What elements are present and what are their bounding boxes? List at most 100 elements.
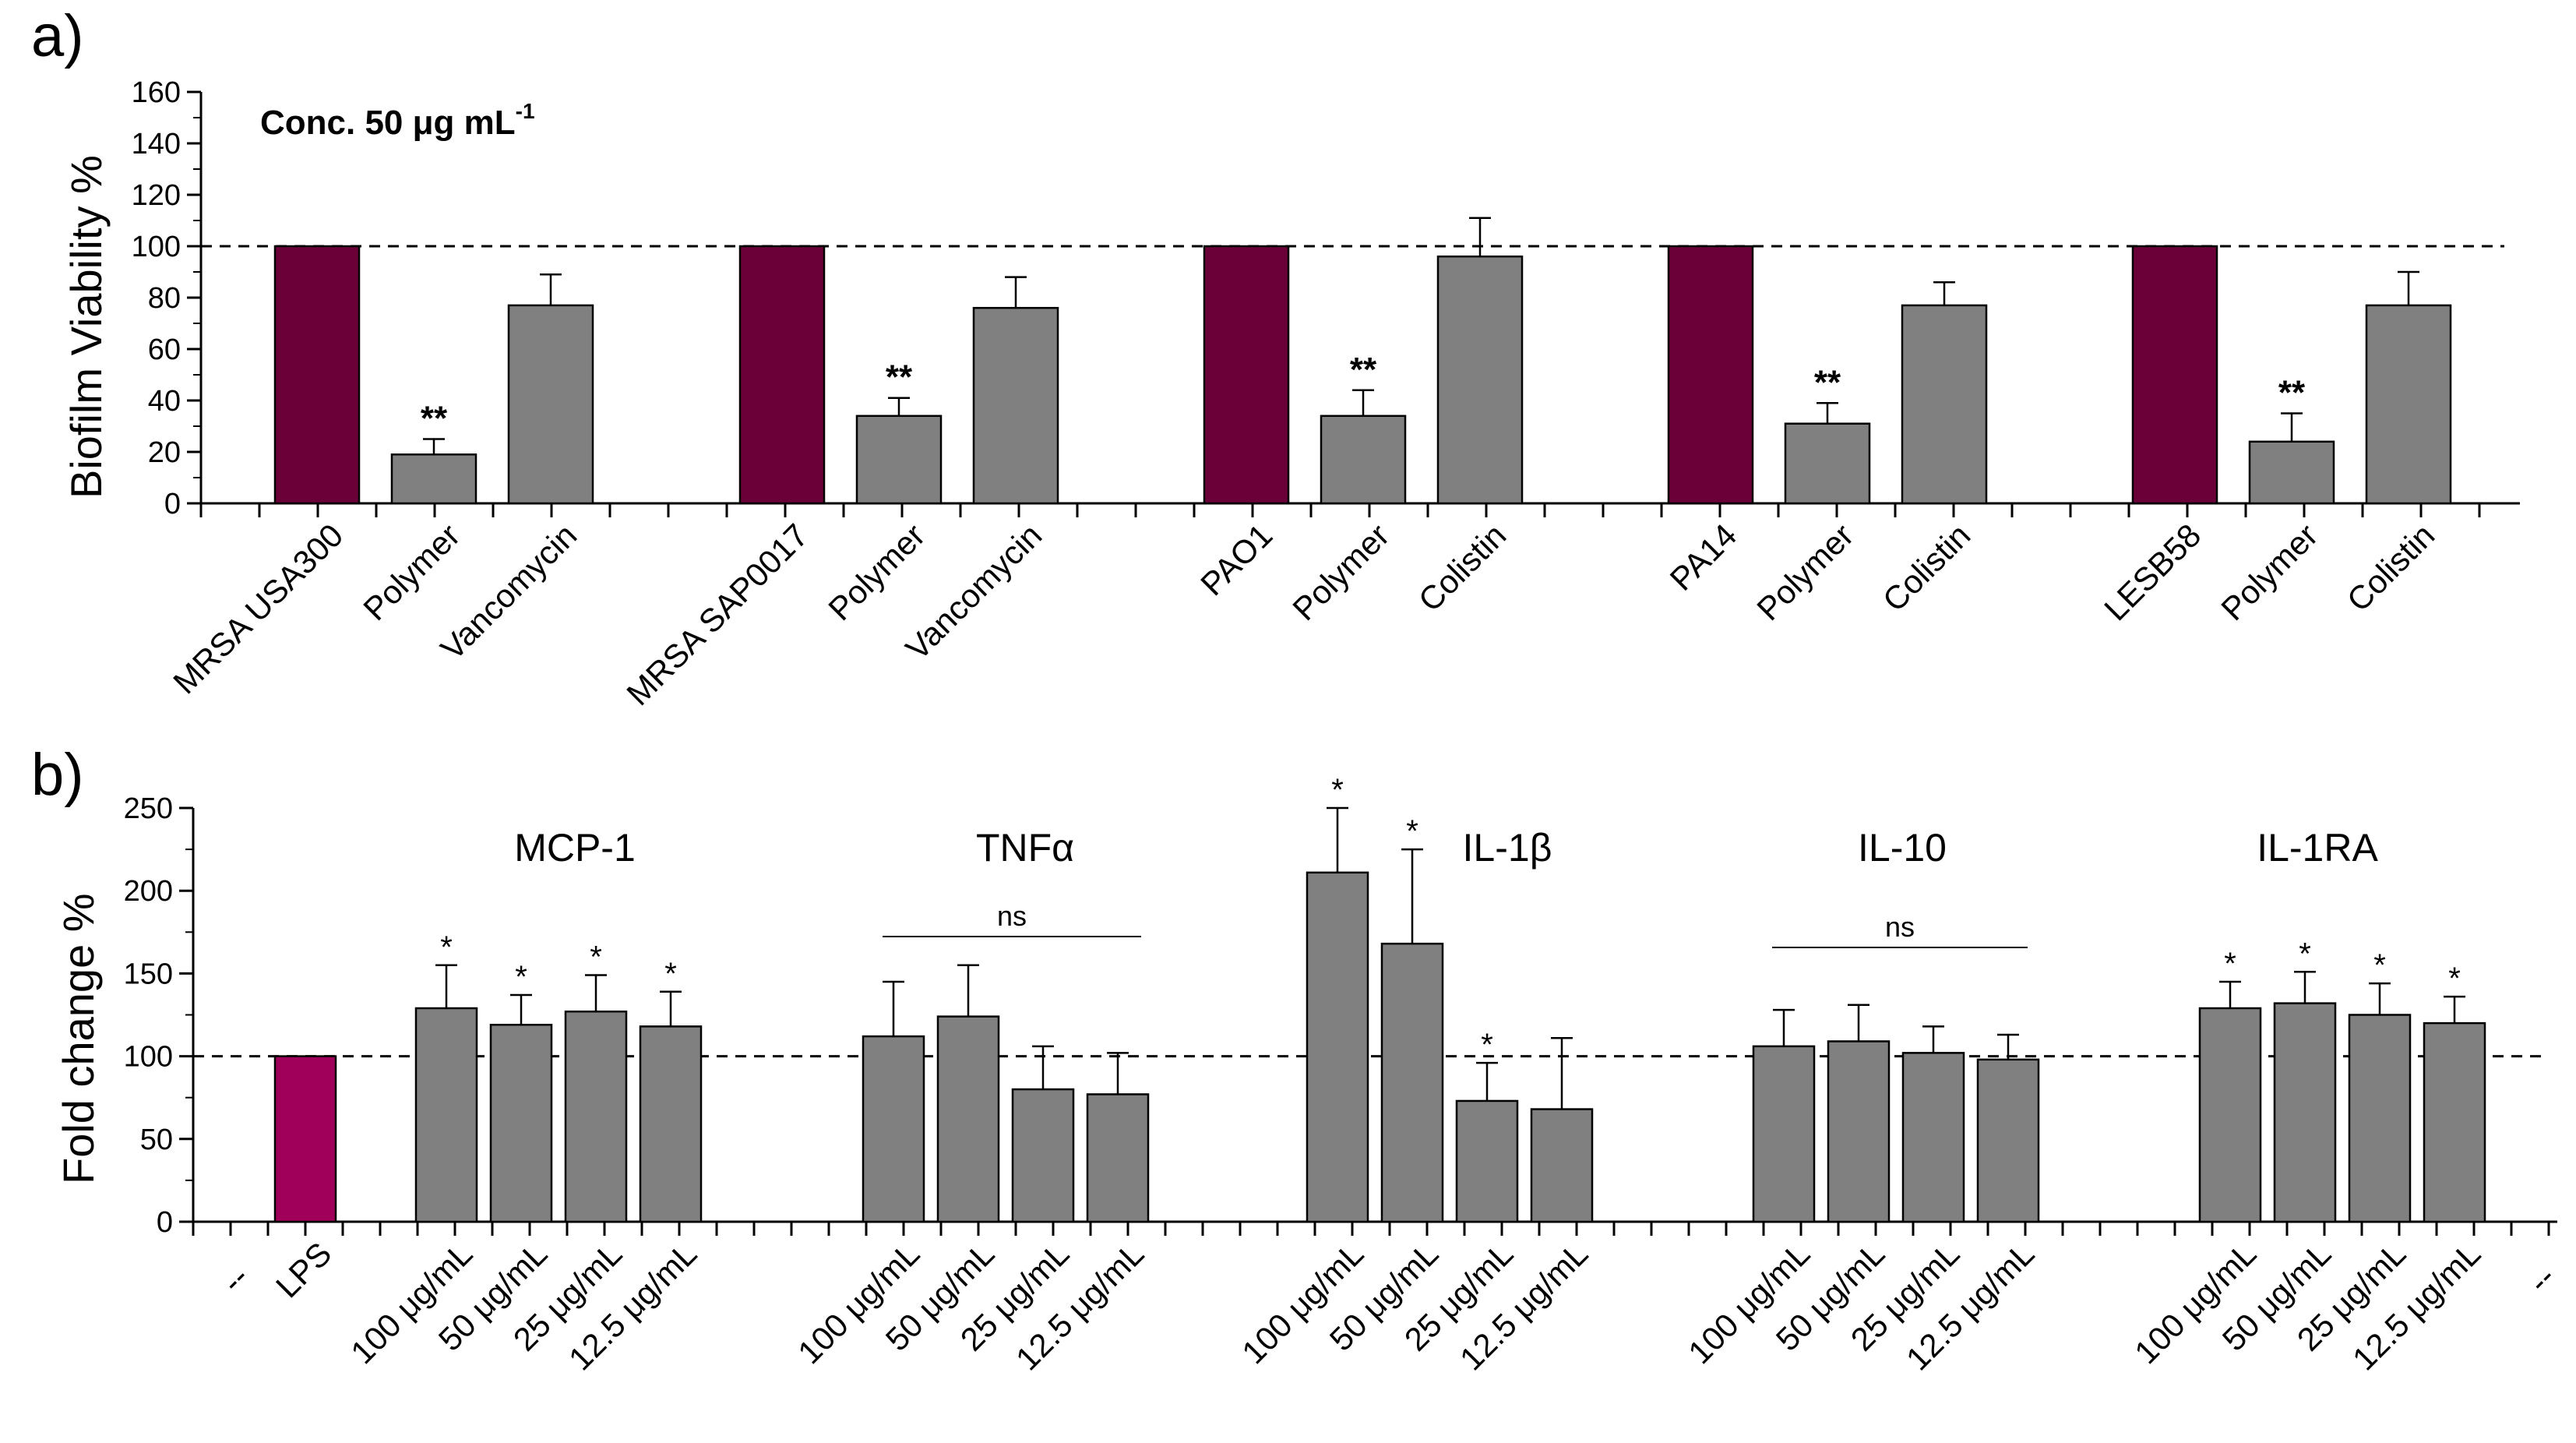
ns-label-tnfa: ns bbox=[997, 900, 1027, 932]
y-tick-label: 0 bbox=[164, 488, 181, 520]
significance-marker: ** bbox=[1350, 351, 1377, 389]
group-title-il10: IL-10 bbox=[1858, 826, 1947, 870]
bar bbox=[1380, 942, 1444, 1223]
bar bbox=[1827, 1040, 1891, 1223]
significance-marker: ** bbox=[2278, 374, 2306, 412]
x-category-label: LPS bbox=[269, 1235, 338, 1304]
x-edge-label-right: -- bbox=[2521, 1258, 2562, 1300]
bar bbox=[738, 245, 826, 505]
panel-a-concentration-annotation: Conc. 50 μg mL-1 bbox=[260, 99, 535, 142]
significance-marker: ** bbox=[1814, 363, 1841, 401]
bar bbox=[2273, 1002, 2337, 1223]
bar bbox=[2248, 440, 2335, 505]
bar bbox=[507, 304, 594, 505]
significance-marker: ** bbox=[421, 400, 448, 438]
bar bbox=[855, 415, 943, 505]
bar bbox=[2198, 1007, 2262, 1223]
bar bbox=[1667, 245, 1754, 505]
significance-marker: * bbox=[2373, 948, 2386, 983]
y-tick-label: 140 bbox=[132, 128, 181, 161]
bar bbox=[1752, 1045, 1816, 1223]
x-category-label: Polymer bbox=[1750, 517, 1860, 627]
bar bbox=[2423, 1021, 2486, 1223]
significance-marker: * bbox=[2299, 937, 2311, 971]
x-category-label: Colistin bbox=[1876, 517, 1978, 619]
y-tick-label: 60 bbox=[148, 333, 181, 366]
x-category-label: PA14 bbox=[1663, 517, 1744, 598]
x-category-label: Colistin bbox=[2340, 517, 2442, 619]
group-title-mcp1: MCP-1 bbox=[514, 826, 636, 870]
bar bbox=[2131, 245, 2218, 505]
bar bbox=[1320, 415, 1407, 505]
group-title-il1b: IL-1β bbox=[1463, 826, 1552, 870]
bar bbox=[414, 1007, 478, 1223]
bar bbox=[1901, 304, 1988, 505]
x-category-label: Polymer bbox=[821, 517, 932, 627]
y-tick-label: 20 bbox=[148, 436, 181, 469]
bar bbox=[936, 1015, 1000, 1223]
bar bbox=[390, 453, 477, 505]
bar bbox=[972, 306, 1059, 505]
bar bbox=[2365, 304, 2452, 505]
y-tick-label: 100 bbox=[132, 231, 181, 263]
x-category-label: MRSA USA300 bbox=[166, 517, 350, 700]
bar bbox=[639, 1025, 703, 1223]
y-tick-label: 40 bbox=[148, 385, 181, 418]
y-tick-label: 200 bbox=[124, 875, 173, 908]
y-tick-label: 120 bbox=[132, 179, 181, 212]
bar bbox=[1306, 871, 1369, 1223]
bar bbox=[273, 1055, 337, 1223]
significance-marker: * bbox=[1406, 814, 1418, 849]
x-category-label: MRSA SAP0017 bbox=[619, 517, 815, 712]
concentration-text: Conc. 50 μg mL bbox=[260, 104, 516, 142]
x-category-label: PAO1 bbox=[1193, 517, 1279, 602]
x-category-label: Polymer bbox=[356, 517, 467, 627]
y-tick-label: 150 bbox=[124, 958, 173, 990]
bar bbox=[1901, 1052, 1965, 1223]
y-tick-label: 0 bbox=[157, 1206, 173, 1239]
significance-marker: * bbox=[664, 957, 677, 991]
ns-label-il10: ns bbox=[1885, 911, 1915, 943]
bar bbox=[2348, 1014, 2412, 1223]
bar bbox=[564, 1011, 628, 1223]
group-title-il1ra: IL-1RA bbox=[2257, 826, 2378, 870]
bar bbox=[1976, 1058, 2040, 1223]
x-category-label: Colistin bbox=[1411, 517, 1514, 619]
significance-marker: * bbox=[2448, 961, 2461, 996]
y-tick-label: 160 bbox=[132, 76, 181, 109]
x-category-label: LESB58 bbox=[2097, 517, 2208, 627]
significance-marker: * bbox=[440, 930, 453, 965]
bar bbox=[489, 1023, 553, 1223]
bar bbox=[273, 245, 361, 505]
bar bbox=[862, 1035, 925, 1223]
panel-a-letter: a) bbox=[31, 3, 84, 69]
bar bbox=[1086, 1093, 1150, 1223]
x-category-label: Polymer bbox=[1285, 517, 1396, 627]
significance-marker: ** bbox=[886, 358, 913, 397]
bar bbox=[1455, 1099, 1519, 1223]
y-tick-label: 80 bbox=[148, 282, 181, 315]
bar bbox=[1436, 255, 1524, 505]
concentration-superscript: -1 bbox=[516, 99, 535, 123]
significance-marker: * bbox=[2224, 947, 2236, 981]
significance-marker: * bbox=[1331, 773, 1344, 807]
bar bbox=[1784, 422, 1871, 505]
group-title-tnfa: TNFα bbox=[976, 826, 1074, 870]
x-edge-label-left: -- bbox=[214, 1258, 255, 1300]
bar bbox=[1530, 1108, 1594, 1223]
panel-b-y-axis-label: Fold change % bbox=[54, 893, 103, 1184]
panel-a-plot: 0 20 40 60 80 100 120 140 160 MRSA USA300 ** Polyme… bbox=[132, 76, 2520, 712]
y-tick-label: 50 bbox=[140, 1124, 173, 1156]
y-tick-label: 100 bbox=[124, 1041, 173, 1074]
significance-marker: * bbox=[1481, 1028, 1493, 1062]
bar bbox=[1011, 1088, 1075, 1223]
significance-marker: * bbox=[515, 960, 527, 994]
panel-a-y-axis-label: Biofilm Viability % bbox=[62, 155, 111, 499]
y-tick-label: 250 bbox=[124, 792, 173, 825]
x-category-label: Polymer bbox=[2214, 517, 2324, 627]
significance-marker: * bbox=[590, 940, 602, 975]
bar bbox=[1203, 245, 1290, 505]
panel-b-letter: b) bbox=[31, 742, 84, 808]
